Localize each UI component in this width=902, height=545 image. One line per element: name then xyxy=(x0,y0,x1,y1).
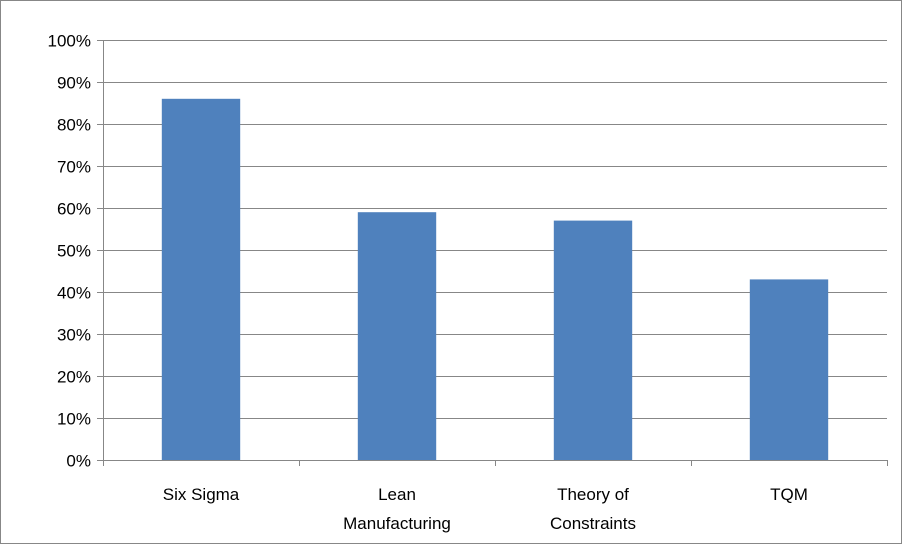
bar xyxy=(749,279,829,460)
bar xyxy=(553,220,633,460)
x-category-label-line: Lean xyxy=(378,485,416,504)
x-category-label-line: Six Sigma xyxy=(163,485,240,504)
y-tick-label: 30% xyxy=(57,326,91,345)
x-category-label: Theory of Constraints xyxy=(550,485,636,533)
x-category-label-line: Theory of xyxy=(557,485,629,504)
x-category-label-line: TQM xyxy=(770,485,808,504)
bar xyxy=(357,212,437,460)
x-category-labels: Six Sigma Lean Manufacturing Theory of Const… xyxy=(163,485,808,533)
x-category-label-line: Constraints xyxy=(550,514,636,533)
y-tick-label: 50% xyxy=(57,242,91,261)
y-tick-label: 100% xyxy=(48,32,91,51)
x-category-label-line: Manufacturing xyxy=(343,514,451,533)
x-category-label: Lean Manufacturing xyxy=(343,485,451,533)
y-tick-label: 10% xyxy=(57,410,91,429)
y-tick-label: 20% xyxy=(57,368,91,387)
bars xyxy=(161,98,829,461)
y-tick-label: 60% xyxy=(57,200,91,219)
y-tick-label: 80% xyxy=(57,116,91,135)
axes xyxy=(97,40,888,466)
y-tick-labels: 0% 10% 20% 30% 40% 50% 60% 70% 80% 90% 100% xyxy=(48,32,91,471)
y-tick-label: 70% xyxy=(57,158,91,177)
y-tick-label: 90% xyxy=(57,74,91,93)
y-tick-label: 0% xyxy=(66,452,91,471)
y-tick-label: 40% xyxy=(57,284,91,303)
x-category-label: Six Sigma xyxy=(163,485,240,504)
bar xyxy=(161,98,241,461)
x-category-label: TQM xyxy=(770,485,808,504)
